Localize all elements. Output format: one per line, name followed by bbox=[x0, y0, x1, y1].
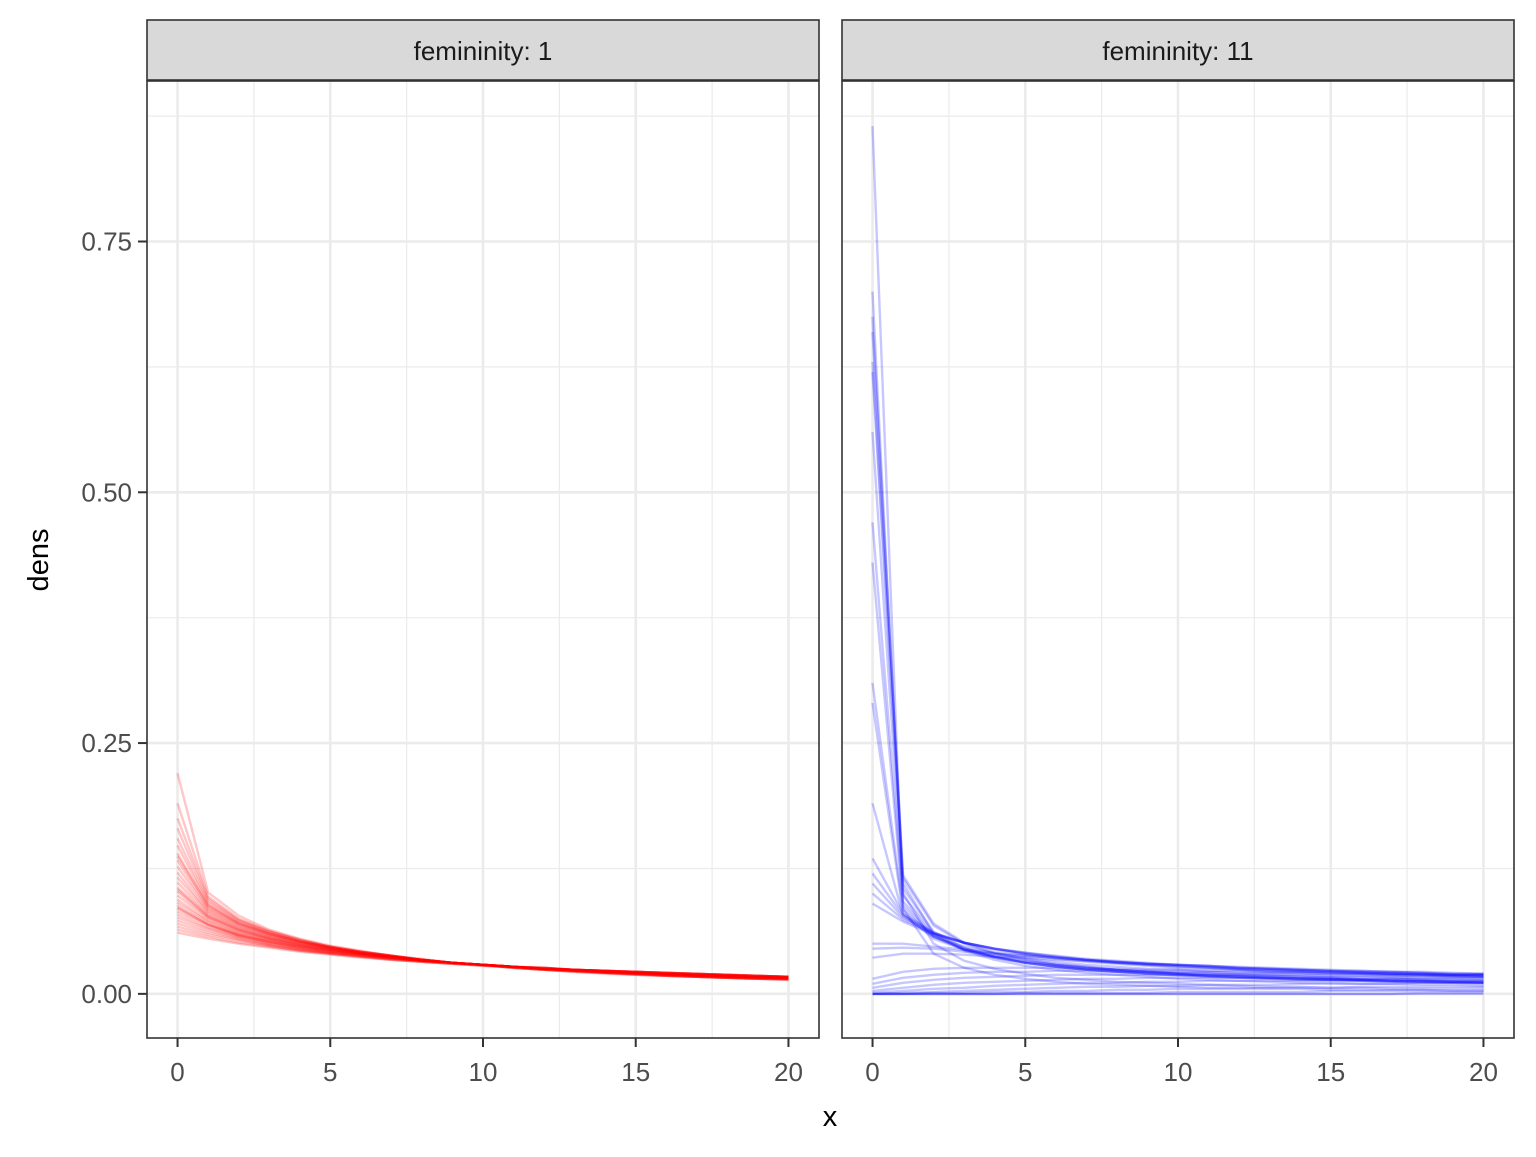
series-line-22 bbox=[177, 916, 789, 978]
series-line-12 bbox=[871, 802, 1484, 980]
series-line-21 bbox=[872, 966, 1484, 980]
series-line-15 bbox=[871, 882, 1484, 977]
series-line-17 bbox=[871, 902, 1484, 976]
series-line-18 bbox=[176, 904, 789, 978]
x-tick-label: 0 bbox=[170, 1057, 184, 1087]
series-line-6 bbox=[871, 371, 1484, 985]
series-line-19 bbox=[176, 907, 789, 978]
x-tick-label: 20 bbox=[774, 1057, 803, 1087]
series-line-29 bbox=[176, 888, 789, 979]
series-line-27 bbox=[177, 931, 789, 978]
series-line-4 bbox=[176, 827, 789, 980]
series-line-25 bbox=[872, 978, 1484, 995]
series-line-23 bbox=[872, 973, 1484, 989]
series-line-16 bbox=[871, 892, 1484, 977]
series-line-20 bbox=[177, 910, 789, 978]
series-line-9 bbox=[176, 865, 789, 980]
x-tick-label: 20 bbox=[1469, 1057, 1498, 1087]
y-tick-label: 0.50 bbox=[81, 477, 132, 507]
x-tick-label: 10 bbox=[469, 1057, 498, 1087]
series-line-3 bbox=[871, 316, 1484, 987]
series-line-3 bbox=[176, 817, 789, 981]
series-line-30 bbox=[176, 906, 789, 978]
x-tick-label: 15 bbox=[621, 1057, 650, 1087]
series-line-10 bbox=[871, 682, 1484, 982]
series-line-8 bbox=[176, 859, 789, 980]
series-line-7 bbox=[871, 432, 1484, 984]
series-line-21 bbox=[177, 913, 789, 978]
series-line-26 bbox=[872, 981, 1484, 996]
y-axis-title: dens bbox=[23, 529, 55, 592]
series-line-13 bbox=[176, 886, 789, 979]
x-tick-label: 5 bbox=[1018, 1057, 1032, 1087]
series-line-25 bbox=[177, 925, 789, 978]
x-tick-label: 10 bbox=[1164, 1057, 1193, 1087]
series-line-14 bbox=[176, 890, 789, 979]
series-line-2 bbox=[176, 802, 789, 981]
series-line-7 bbox=[176, 852, 789, 980]
y-tick-label: 0.75 bbox=[81, 227, 132, 257]
series-group bbox=[176, 772, 789, 981]
series-line-22 bbox=[872, 969, 1484, 985]
series-line-23 bbox=[177, 919, 789, 978]
series-line-2 bbox=[871, 291, 1484, 990]
series-line-12 bbox=[176, 881, 789, 979]
series-line-4 bbox=[871, 331, 1484, 983]
y-tick-label: 0.25 bbox=[81, 728, 132, 758]
series-line-9 bbox=[871, 562, 1484, 983]
x-tick-label: 5 bbox=[323, 1057, 337, 1087]
series-line-14 bbox=[871, 872, 1484, 978]
series-line-11 bbox=[871, 702, 1484, 982]
panel-2: femininity: 11 0 5 10 15 20 bbox=[841, 19, 1515, 1087]
series-line-11 bbox=[176, 876, 789, 979]
series-line-29 bbox=[872, 991, 1484, 996]
series-line-28 bbox=[872, 989, 1484, 996]
series-line-19 bbox=[872, 946, 1484, 975]
series-line-24 bbox=[872, 976, 1484, 993]
series-line-1 bbox=[871, 126, 1484, 993]
x-axis-title: x bbox=[823, 1101, 838, 1133]
series-line-17 bbox=[176, 901, 789, 978]
series-line-5 bbox=[176, 837, 789, 980]
x-tick-label: 15 bbox=[1316, 1057, 1345, 1087]
series-line-1 bbox=[176, 772, 789, 981]
facet-strip-label: femininity: 11 bbox=[1102, 36, 1253, 66]
series-line-20 bbox=[872, 952, 1484, 975]
facet-strip bbox=[146, 19, 820, 81]
panel-1: femininity: 1 0 5 10 15 20 bbox=[146, 19, 820, 1087]
series-line-10 bbox=[176, 871, 789, 979]
series-line-26 bbox=[177, 928, 789, 978]
series-line-28 bbox=[176, 855, 789, 980]
x-tick-label: 0 bbox=[865, 1057, 879, 1087]
y-tick-label: 0.00 bbox=[81, 979, 132, 1009]
series-line-15 bbox=[176, 894, 789, 979]
series-line-13 bbox=[871, 857, 1484, 978]
series-line-16 bbox=[176, 898, 789, 979]
facet-strip bbox=[841, 19, 1515, 81]
series-line-8 bbox=[871, 522, 1484, 984]
series-line-27 bbox=[872, 985, 1484, 996]
series-line-5 bbox=[871, 361, 1484, 984]
series-line-6 bbox=[176, 844, 789, 980]
series-line-18 bbox=[872, 942, 1484, 975]
series-group bbox=[871, 126, 1484, 996]
facet-strip-label: femininity: 1 bbox=[414, 36, 553, 66]
series-line-24 bbox=[177, 922, 789, 978]
